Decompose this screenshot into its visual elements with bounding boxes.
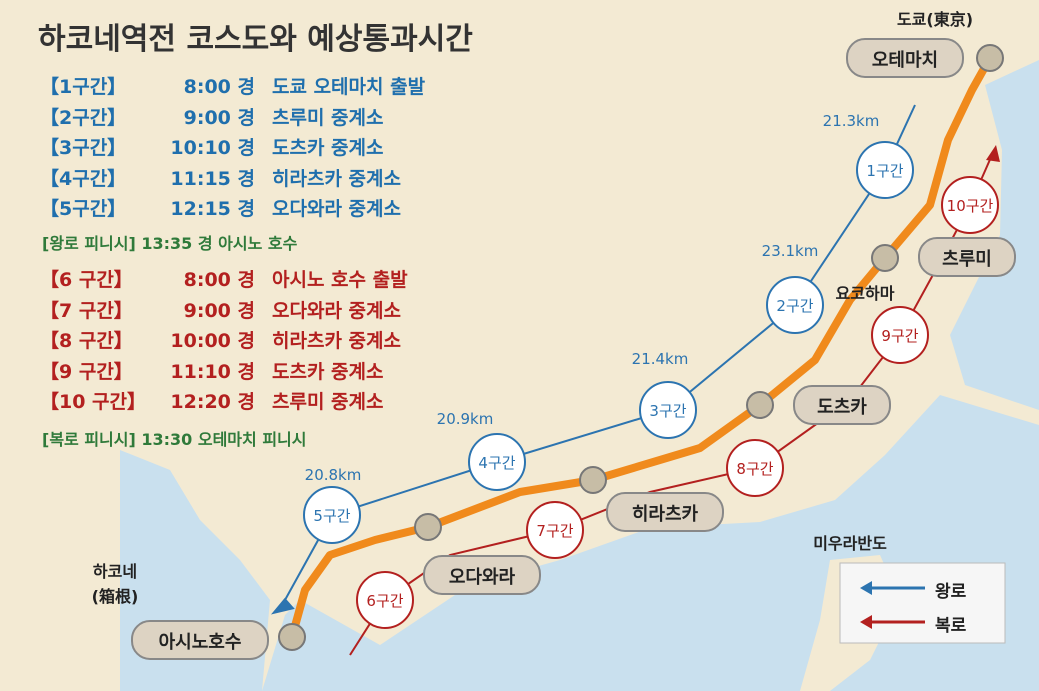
- time: 8:00 경: [183, 269, 255, 291]
- station-name: 오테마치: [871, 50, 939, 71]
- section-circle: [639, 381, 697, 439]
- section-label: 【4구간】: [40, 167, 127, 190]
- station-box: [131, 620, 269, 660]
- place-label: 미우라반도: [813, 534, 887, 553]
- section-number: 3구간: [649, 402, 687, 420]
- section-circle: [356, 571, 414, 629]
- section-label: 【3구간】: [40, 137, 127, 159]
- section-label: 【5구간】: [40, 198, 127, 220]
- station-box: [846, 38, 964, 78]
- station-dot: [871, 244, 899, 272]
- section-circle: [726, 439, 784, 497]
- time: 12:15 경: [170, 198, 255, 220]
- station-dot: [746, 391, 774, 419]
- time: 9:00 경: [183, 106, 255, 129]
- legend-label: 왕로: [935, 582, 967, 602]
- station-box: [606, 492, 724, 532]
- description: 오다와라 중계소: [272, 299, 401, 322]
- station-name: 아시노호수: [158, 632, 242, 653]
- time: 10:10 경: [170, 137, 255, 159]
- section-label: 【6 구간】: [40, 269, 133, 291]
- section-circle: [468, 433, 526, 491]
- time: 11:15 경: [170, 167, 255, 190]
- station-name: 히라츠카: [631, 504, 699, 525]
- station-name: 츠루미: [942, 249, 992, 270]
- place-label: 도쿄(東京): [896, 10, 974, 29]
- section-circle: [766, 276, 824, 334]
- section-circle: [856, 141, 914, 199]
- section-label: 【10 구간】: [40, 391, 147, 413]
- section-label: 【9 구간】: [40, 360, 133, 383]
- station-name: 도츠카: [817, 397, 867, 418]
- station-box: [423, 555, 541, 595]
- section-circle: [871, 306, 929, 364]
- description: 츠루미 중계소: [272, 106, 384, 129]
- section-label: 【8 구간】: [40, 330, 133, 352]
- section-number: 6구간: [366, 592, 404, 610]
- return-arrow: [986, 145, 1000, 162]
- description: 오다와라 중계소: [272, 198, 401, 220]
- section-label: 【7 구간】: [40, 299, 133, 322]
- description: 츠루미 중계소: [272, 391, 384, 413]
- distance: 21.3km: [822, 112, 880, 130]
- section-number: 5구간: [313, 507, 351, 525]
- description: 도츠카 중계소: [272, 360, 384, 383]
- description: 아시노 호수 출발: [272, 269, 408, 291]
- finish-line: [왕로 피니시] 13:35 경 아시노 호수: [42, 234, 298, 253]
- description: 도쿄 오테마치 출발: [272, 76, 426, 98]
- station-dot: [278, 623, 306, 651]
- title: 하코네역전 코스도와 예상통과시간: [38, 22, 473, 57]
- section-number: 8구간: [736, 460, 774, 478]
- section-number: 4구간: [478, 454, 516, 472]
- section-number: 9구간: [881, 327, 919, 345]
- distance: 21.4km: [631, 350, 689, 368]
- legend-arrow: [860, 581, 872, 595]
- description: 도츠카 중계소: [272, 137, 384, 159]
- time: 9:00 경: [183, 299, 255, 322]
- section-number: 7구간: [536, 522, 574, 540]
- legend-label: 복로: [935, 616, 967, 636]
- section-circle: [526, 501, 584, 559]
- time: 8:00 경: [183, 76, 255, 98]
- station-dot: [579, 466, 607, 494]
- legend-arrow: [860, 615, 872, 629]
- section-number: 10구간: [946, 197, 994, 215]
- place-label: 하코네: [92, 562, 138, 581]
- place-label: (箱根): [91, 587, 139, 606]
- sea: [950, 60, 1039, 410]
- description: 히라츠카 중계소: [272, 167, 401, 190]
- station-box: [918, 237, 1016, 277]
- time: 11:10 경: [170, 360, 255, 383]
- station-dot: [976, 44, 1004, 72]
- distance: 23.1km: [761, 242, 819, 260]
- section-label: 【1구간】: [40, 76, 127, 98]
- section-number: 1구간: [866, 162, 904, 180]
- distance: 20.9km: [436, 410, 494, 428]
- time: 12:20 경: [170, 391, 255, 413]
- legend-box: [839, 562, 1006, 644]
- description: 히라츠카 중계소: [272, 330, 401, 352]
- station-dot: [414, 513, 442, 541]
- section-circle: [941, 176, 999, 234]
- section-label: 【2구간】: [40, 106, 127, 129]
- section-number: 2구간: [776, 297, 814, 315]
- course-route: [288, 56, 994, 639]
- time: 10:00 경: [170, 330, 255, 352]
- outbound-arrow: [270, 597, 295, 615]
- station-name: 오다와라: [448, 567, 516, 588]
- section-circle: [303, 486, 361, 544]
- place-label: 요코하마: [835, 284, 895, 303]
- distance: 20.8km: [304, 466, 362, 484]
- finish-line: [복로 피니시] 13:30 오테마치 피니시: [42, 430, 307, 449]
- station-box: [793, 385, 891, 425]
